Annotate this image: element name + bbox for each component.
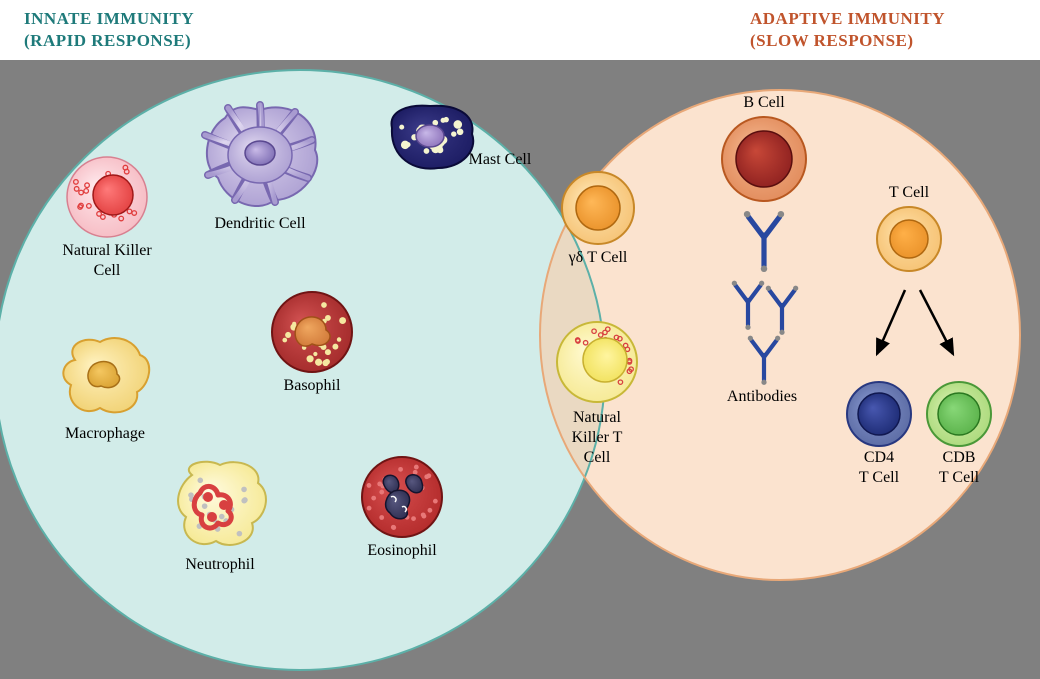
bcell-cell: [720, 115, 808, 208]
basophil-cell: [270, 290, 354, 379]
neutrophil-label: Neutrophil: [155, 555, 285, 575]
antibodies-icons: [720, 205, 808, 390]
gd_tcell-label: γδ T Cell: [533, 248, 663, 268]
eosinophil-label: Eosinophil: [337, 541, 467, 561]
macrophage-cell: [55, 330, 155, 427]
dendritic-cell: [200, 100, 320, 217]
basophil-label: Basophil: [247, 376, 377, 396]
cells-layer: Natural KillerCell Dendritic Cell Mast C…: [0, 0, 1040, 679]
nk_tcell-cell: [555, 320, 639, 409]
cd8-label: CDBT Cell: [894, 448, 1024, 488]
cd8-cell: [925, 380, 993, 453]
gd_tcell-cell: [560, 170, 636, 251]
dendritic-label: Dendritic Cell: [195, 214, 325, 234]
mast-label: Mast Cell: [435, 150, 565, 170]
natural_killer-label: Natural KillerCell: [42, 241, 172, 281]
neutrophil-cell: [170, 455, 270, 558]
macrophage-label: Macrophage: [40, 424, 170, 444]
natural_killer-cell: [65, 155, 149, 244]
nk_tcell-label: NaturalKiller TCell: [532, 408, 662, 468]
tcell-cell: [875, 205, 943, 278]
antibodies-label: Antibodies: [702, 387, 822, 407]
tcell-label: T Cell: [844, 183, 974, 203]
bcell-label: B Cell: [699, 93, 829, 113]
cd4-cell: [845, 380, 913, 453]
eosinophil-cell: [360, 455, 444, 544]
tcell-arrows: [865, 282, 985, 377]
